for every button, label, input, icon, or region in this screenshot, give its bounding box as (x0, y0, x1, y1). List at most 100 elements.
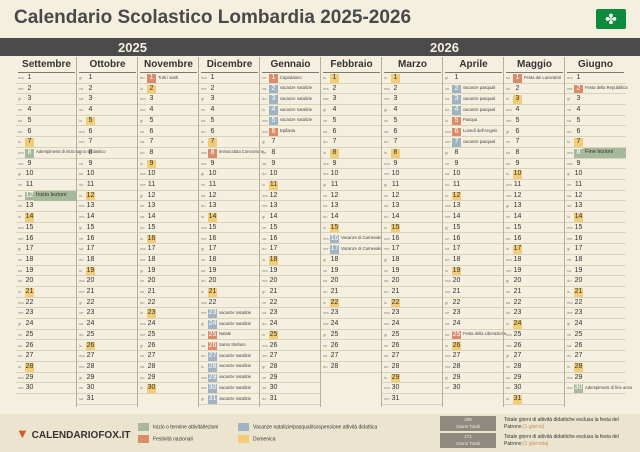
day-number: 16 (86, 234, 95, 242)
weekday-label: ve (445, 385, 450, 391)
day-number: 7 (452, 138, 461, 147)
day-row: lu 3 (504, 94, 565, 106)
day-row: lu 17 (504, 244, 565, 255)
day-row: sa 19 (199, 266, 260, 277)
day-number: 16 (269, 234, 278, 242)
day-row: do 23 (504, 308, 565, 320)
day-row: ma 27 (443, 351, 504, 362)
weekday-label: ve (201, 256, 206, 262)
day-row: me 16 (199, 234, 260, 245)
day-row: ve 7 (504, 137, 565, 148)
weekday-label: lu (201, 363, 205, 369)
day-row: me 2 Festa della Repubblica (565, 84, 628, 95)
day-number: 2 (332, 84, 337, 92)
weekday-label: gi (18, 246, 22, 252)
day-row: sa 17 (77, 244, 138, 255)
weekday-label: sa (506, 374, 511, 380)
day-row: gi 21 (260, 287, 321, 298)
day-row: ma 29 vacanze natalizie (199, 373, 260, 384)
day-row: me 21 (77, 287, 138, 298)
day-number: 15 (147, 223, 156, 231)
day-number: 29 (208, 373, 217, 383)
day-row: lu 1 (321, 73, 382, 84)
day-row: lu 5 Pasqua (443, 116, 504, 127)
weekday-label: lu (567, 289, 571, 294)
weekday-label: gi (567, 246, 571, 252)
day-row: ma 27 (77, 351, 138, 362)
weekday-label: sa (323, 278, 328, 284)
day-number: 6 (269, 127, 278, 137)
weekday-label: gi (79, 75, 83, 80)
day-number: 17 (330, 245, 339, 254)
day-row: me 4 (138, 105, 199, 116)
day-row: do 28 (382, 362, 443, 373)
day-number: 21 (208, 288, 217, 297)
day-number: 19 (330, 266, 339, 274)
weekday-label: do (323, 289, 328, 294)
weekday-label: ma (140, 171, 146, 177)
day-row: ma 16 Vacanze di Carnevale (321, 234, 382, 245)
day-row: lu 25 (260, 330, 321, 341)
weekday-label: me (140, 256, 146, 262)
day-number: 26 (574, 341, 583, 349)
weekday-label: ve (384, 342, 389, 348)
day-row: ma 17 (138, 244, 199, 255)
day-row: do 8 (138, 148, 199, 159)
day-number: 21 (452, 288, 461, 295)
day-note: Vacanze di Carnevale (341, 245, 382, 251)
day-number: 16 (513, 234, 522, 242)
day-number: 30 (25, 384, 34, 392)
day-row: ma 9 (321, 159, 382, 170)
day-note: Festa dei Lavoratori (524, 74, 562, 80)
day-row: sa 1 Festa dei Lavoratori (504, 73, 565, 84)
weekday-label: me (201, 160, 207, 166)
day-number: 9 (210, 159, 215, 167)
weekday-label: ve (384, 267, 389, 273)
weekday-label: sa (79, 396, 84, 401)
day-row: sa 12 Inizio lezioni (16, 191, 77, 202)
weekday-label: me (18, 85, 24, 91)
day-number: 25 (86, 330, 95, 338)
day-number: 18 (574, 255, 583, 263)
day-row: sa 12 (565, 191, 626, 202)
day-note: vacanze pasquali (463, 95, 496, 101)
weekday-label: sa (445, 246, 450, 252)
weekday-label: sa (140, 139, 145, 145)
day-number: 22 (391, 298, 400, 308)
weekday-label: me (506, 267, 512, 273)
day-row: lu 8 (321, 148, 382, 159)
day-row: ma 1 (565, 73, 626, 84)
day-number: 29 (86, 373, 95, 381)
day-number: 18 (391, 255, 400, 263)
weekday-label: do (445, 331, 450, 337)
weekday-label: me (323, 96, 329, 102)
day-number: 24 (330, 320, 339, 328)
weekday-label: sa (567, 267, 572, 273)
weekday-label: gi (506, 278, 510, 284)
day-number: 24 (391, 320, 400, 328)
day-number: 1 (27, 74, 32, 81)
day-number: 20 (513, 277, 522, 285)
legend-label: Vacanze natalizie/pasquali/sospensione a… (253, 424, 378, 431)
day-number: 28 (452, 362, 461, 370)
weekday-label: lu (18, 363, 22, 369)
month-name: Giugno (578, 59, 613, 70)
day-number: 20 (25, 277, 34, 285)
day-row: me 27 (260, 351, 321, 362)
weekday-label: ma (384, 235, 390, 241)
month-name: Dicembre (206, 59, 253, 70)
day-row: ma 29 (16, 373, 77, 384)
day-row: sa 23 (260, 308, 321, 320)
day-number: 31 (391, 395, 400, 402)
day-number: 14 (574, 213, 583, 222)
weekday-label: lu (18, 289, 22, 294)
day-row: do 13 (565, 201, 626, 213)
weekday-label: ma (445, 278, 451, 284)
weekday-label: me (506, 342, 512, 348)
weekday-label: me (18, 310, 24, 316)
day-number: 22 (574, 298, 583, 306)
day-row: me 31 (382, 394, 443, 405)
day-row: ma 11 (504, 180, 565, 191)
weekday-label: gi (384, 256, 388, 262)
day-row: lu 12 (443, 191, 504, 202)
